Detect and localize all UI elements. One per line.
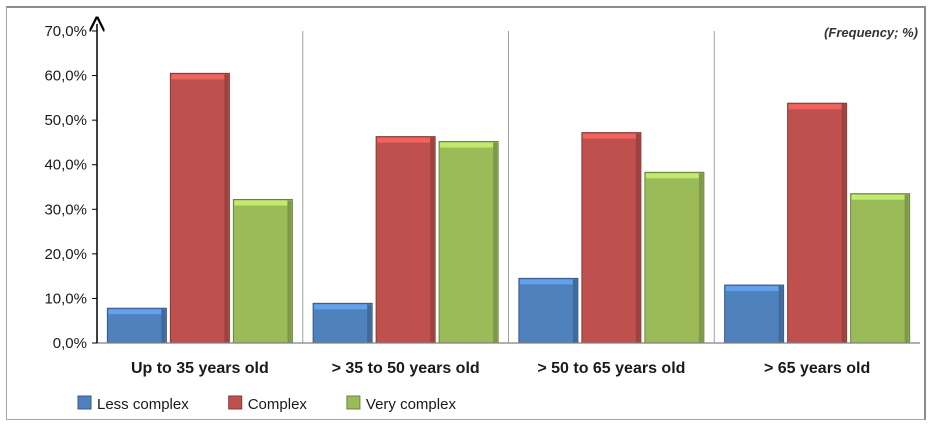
bar-shadow: [161, 309, 166, 343]
unit-note: (Frequency; %): [824, 25, 918, 40]
bar-body: [438, 141, 499, 344]
y-tick-label: 20,0%: [44, 246, 87, 263]
legend-swatch: [346, 395, 361, 410]
legend-swatch: [228, 395, 243, 410]
bar-highlight: [582, 133, 640, 139]
bar: [644, 171, 705, 344]
bar: [106, 307, 167, 344]
legend: Less complex Complex Very complex: [77, 395, 457, 413]
bar: [724, 284, 785, 344]
bar: [787, 102, 848, 344]
bar-highlight: [519, 279, 577, 285]
bar-highlight: [171, 74, 229, 80]
category-label: Up to 35 years old: [131, 360, 269, 377]
bar-shadow: [904, 194, 909, 343]
y-tick-label: 0,0%: [53, 335, 87, 352]
legend-swatch: [77, 395, 92, 410]
bar-body: [375, 136, 436, 344]
bar-body: [787, 102, 848, 344]
bar-shadow: [635, 133, 640, 343]
bar-body: [232, 198, 293, 344]
bar-highlight: [788, 104, 846, 110]
y-tick-label: 50,0%: [44, 112, 87, 129]
bar-shadow: [430, 137, 435, 343]
category-separators: [302, 31, 715, 343]
bar-body: [169, 72, 230, 344]
bar-highlight: [108, 309, 166, 315]
bar: [312, 302, 373, 344]
bar-highlight: [314, 304, 372, 310]
bar-highlight: [377, 137, 435, 143]
legend-label: Very complex: [366, 396, 457, 413]
category-label: > 50 to 65 years old: [537, 360, 685, 377]
y-tick-labels: 0,0% 10,0% 20,0% 30,0% 40,0% 50,0% 60,0% 70,0%: [44, 23, 87, 352]
bar-shadow: [841, 104, 846, 343]
legend-item: Complex: [228, 395, 308, 413]
bar: [232, 198, 293, 344]
bar-shadow: [698, 173, 703, 343]
category-label: > 35 to 50 years old: [332, 360, 480, 377]
bar-shadow: [572, 279, 577, 343]
bar-highlight: [234, 200, 292, 206]
y-tick-label: 30,0%: [44, 201, 87, 218]
bar-body: [644, 171, 705, 344]
category-labels: Up to 35 years old > 35 to 50 years old > …: [131, 360, 870, 377]
bar-highlight: [440, 142, 498, 148]
bar-shadow: [493, 142, 498, 343]
bar-shadow: [778, 286, 783, 343]
bar: [169, 72, 230, 344]
bar: [438, 141, 499, 344]
bar-body: [312, 302, 373, 344]
bar: [375, 136, 436, 344]
legend-item: Very complex: [346, 395, 457, 413]
bar: [518, 277, 579, 344]
bars: [106, 72, 911, 344]
category-label: > 65 years old: [764, 360, 870, 377]
legend-label: Complex: [248, 396, 308, 413]
bar-highlight: [725, 286, 783, 292]
y-tick-label: 40,0%: [44, 157, 87, 174]
bar-body: [850, 193, 911, 344]
bar-body: [581, 132, 642, 344]
bar-shadow: [224, 74, 229, 343]
bar-highlight: [851, 194, 909, 200]
bar-highlight: [645, 173, 703, 179]
axes: [92, 24, 920, 344]
bar-shadow: [287, 200, 292, 343]
legend-item: Less complex: [77, 395, 189, 413]
y-tick-label: 10,0%: [44, 290, 87, 307]
bar: [581, 132, 642, 344]
bar-shadow: [367, 304, 372, 343]
bar-body: [518, 277, 579, 344]
bar-body: [724, 284, 785, 344]
legend-label: Less complex: [97, 396, 189, 413]
bar: [850, 193, 911, 344]
y-tick-label: 60,0%: [44, 68, 87, 85]
y-tick-label: 70,0%: [44, 23, 87, 40]
